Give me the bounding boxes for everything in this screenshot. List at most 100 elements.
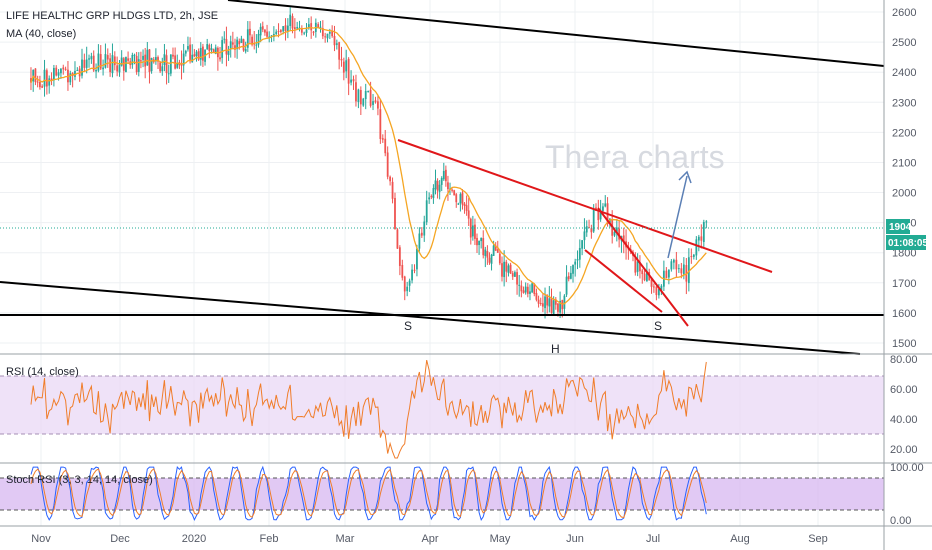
- candle-body: [55, 67, 58, 76]
- price-tick-label: 2400: [892, 67, 916, 79]
- pattern-label-head: H: [551, 342, 560, 356]
- candle-body: [652, 286, 655, 288]
- candle-body: [471, 225, 474, 237]
- candle-body: [667, 269, 670, 278]
- candle-body: [425, 200, 428, 223]
- stoch-legend[interactable]: Stoch RSI (3, 3, 14, 14, close): [6, 474, 153, 486]
- rsi-pane: [30, 359, 707, 459]
- candle-body: [161, 66, 164, 72]
- candle-body: [97, 53, 100, 71]
- price-tick-label: 1600: [892, 308, 916, 320]
- price-axis[interactable]: 1500160017001800190020002100220023002400…: [892, 7, 916, 350]
- candle-body: [482, 238, 485, 256]
- candle-body: [342, 61, 345, 73]
- rsi-legend[interactable]: RSI (14, close): [6, 366, 79, 378]
- candle-body: [599, 210, 602, 220]
- candle-body: [480, 237, 483, 242]
- candle-body: [206, 44, 209, 50]
- rsi-line: [30, 359, 707, 459]
- candle-body: [559, 300, 562, 313]
- candle-body: [282, 26, 285, 32]
- candle-body: [41, 86, 44, 88]
- candle-body: [69, 73, 72, 83]
- candle-body: [622, 235, 625, 243]
- candle-body: [533, 283, 536, 294]
- countdown-value: 01:08:05: [888, 238, 928, 249]
- candle-body: [657, 289, 660, 296]
- candle-body: [34, 68, 37, 83]
- channel-bottom-line[interactable]: [0, 281, 861, 355]
- candle-body: [118, 64, 121, 73]
- candle-body: [381, 138, 384, 140]
- candles: [30, 7, 708, 319]
- candle-body: [503, 261, 506, 278]
- candle-body: [434, 180, 437, 190]
- chart-title[interactable]: LIFE HEALTHC GRP HLDGS LTD, 2h, JSE: [6, 10, 218, 22]
- candle-body: [507, 265, 510, 273]
- candle-body: [208, 44, 211, 52]
- stoch-k-line: [30, 465, 707, 522]
- price-tick-label: 1500: [892, 338, 916, 350]
- candle-body: [142, 55, 144, 60]
- candle-body: [469, 218, 472, 238]
- candle-body: [372, 101, 374, 105]
- stoch-d-line: [30, 468, 707, 519]
- candle-body: [127, 58, 129, 61]
- candle-body: [362, 98, 365, 106]
- candle-body: [30, 78, 32, 83]
- candle-body: [436, 180, 439, 191]
- rsi-axis[interactable]: 80.00 60.00 40.00 20.00: [890, 354, 918, 456]
- candle-body: [634, 257, 637, 273]
- candle-body: [501, 263, 503, 277]
- candle-body: [331, 30, 334, 37]
- candle-body: [234, 45, 236, 50]
- candle-body: [672, 259, 675, 263]
- candle-body: [539, 303, 542, 305]
- candle-body: [52, 67, 55, 81]
- candle-body: [335, 43, 338, 45]
- descending-trendline[interactable]: [397, 139, 773, 273]
- candle-body: [202, 46, 204, 61]
- candle-body: [576, 259, 579, 261]
- ma-legend[interactable]: MA (40, close): [6, 28, 76, 40]
- candle-body: [187, 46, 189, 50]
- candle-body: [432, 188, 435, 199]
- channel-top-line[interactable]: [227, 0, 885, 67]
- candle-body: [685, 265, 688, 282]
- candle-body: [199, 47, 202, 60]
- candle-body: [447, 182, 449, 190]
- candle-body: [140, 60, 142, 62]
- candle-body: [275, 31, 278, 34]
- candle-body: [509, 264, 512, 274]
- candle-body: [615, 227, 618, 234]
- candle-body: [227, 50, 230, 56]
- candle-body: [333, 35, 336, 46]
- candle-body: [484, 249, 487, 257]
- candle-body: [403, 276, 406, 292]
- time-axis[interactable]: Nov Dec 2020 Feb Mar Apr May Jun Jul Aug Sep: [31, 533, 828, 545]
- time-tick-label: Aug: [730, 533, 750, 545]
- time-tick-label: May: [490, 533, 511, 545]
- candle-body: [643, 273, 646, 281]
- stoch-axis[interactable]: 100.00 0.00: [890, 462, 924, 527]
- candle-body: [531, 283, 534, 293]
- candle-body: [705, 221, 708, 223]
- candle-body: [246, 29, 249, 48]
- wedge-lower-line[interactable]: [584, 249, 663, 313]
- candle-body: [76, 70, 79, 72]
- candle-body: [259, 26, 262, 36]
- candle-body: [544, 296, 546, 309]
- candle-body: [310, 23, 313, 31]
- candle-body: [574, 261, 577, 265]
- price-tick-label: 2000: [892, 188, 916, 200]
- candle-body: [660, 285, 663, 291]
- candle-body: [251, 36, 253, 45]
- watermark: Thera charts: [545, 139, 725, 175]
- candle-body: [359, 90, 362, 105]
- target-arrow[interactable]: [667, 175, 688, 259]
- candle-body: [490, 254, 493, 264]
- target-arrowhead-icon: [678, 170, 692, 184]
- candle-body: [296, 27, 299, 29]
- candle-body: [191, 54, 194, 63]
